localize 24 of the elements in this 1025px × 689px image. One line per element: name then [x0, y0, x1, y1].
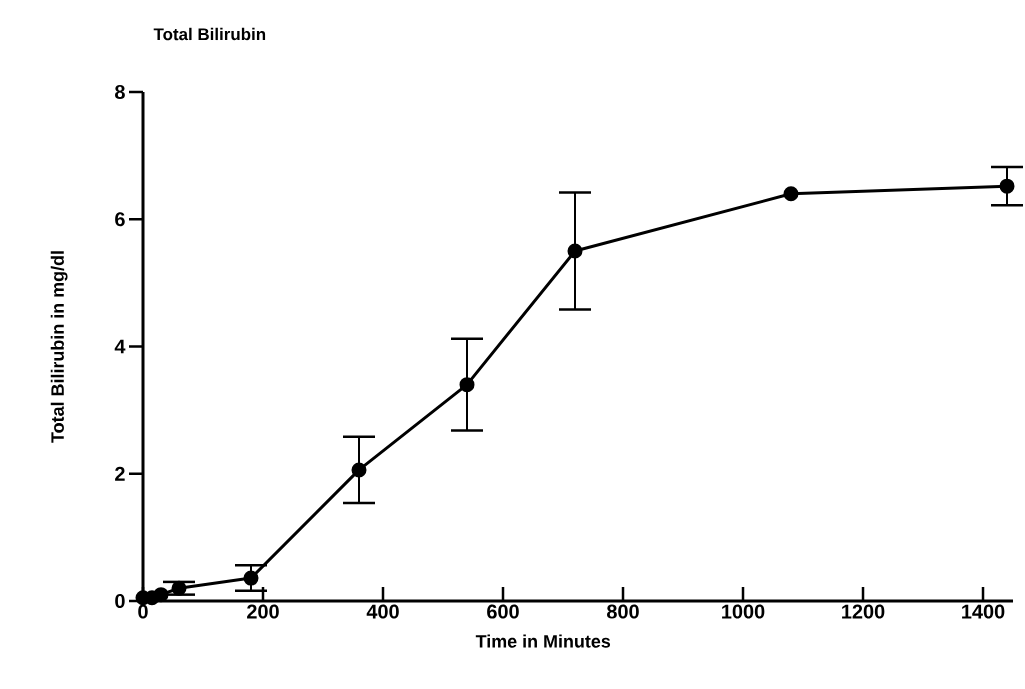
point: [171, 580, 187, 596]
y-tick-label: 2: [115, 466, 125, 481]
y-tick-label: 4: [114, 339, 126, 354]
y-tick-label: 0: [115, 593, 125, 609]
y-tick-label: 6: [115, 212, 125, 227]
chart-title: Total Bilirubin: [153, 27, 266, 41]
point: [459, 377, 475, 393]
x-tick-label: 1200: [842, 604, 885, 619]
point: [567, 243, 583, 259]
x-tick-label: 200: [247, 604, 279, 619]
x-tick-label: 0: [138, 604, 148, 619]
point: [783, 186, 799, 202]
y-tick-label: 8: [115, 84, 125, 100]
x-tick-label: 800: [607, 604, 639, 619]
x-tick-label: 1000: [722, 604, 765, 619]
x-tick-label: 400: [366, 604, 399, 619]
point: [153, 587, 169, 603]
x-tick-label: 600: [487, 604, 519, 619]
point: [351, 462, 367, 478]
x-tick-label: 1400: [962, 604, 1005, 619]
point: [243, 570, 259, 586]
x-axis-title: Time in Minutes: [475, 634, 611, 648]
y-axis-title: Total Bilirubin in mg/dl: [50, 251, 68, 443]
point: [999, 178, 1015, 194]
